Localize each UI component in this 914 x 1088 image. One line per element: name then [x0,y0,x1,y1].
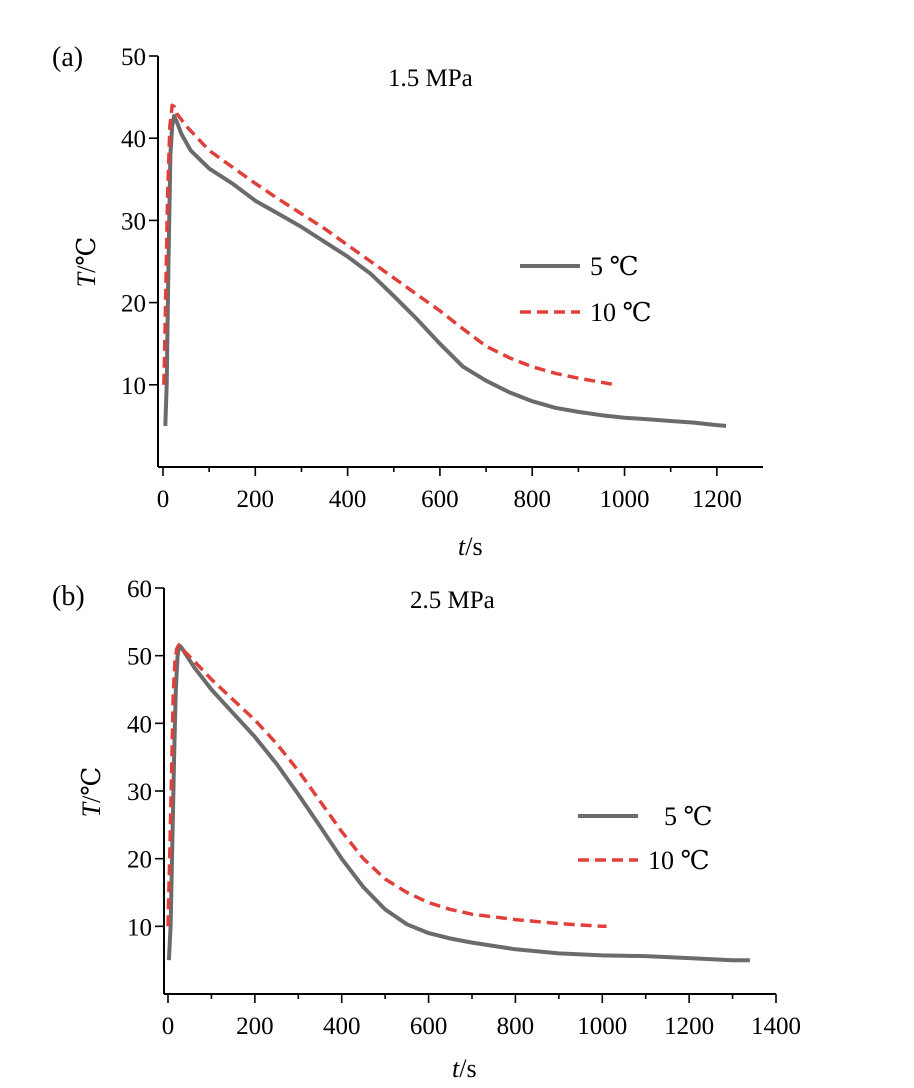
y-var-b: T [77,801,106,817]
x-tick-label-b-1: 200 [236,1013,274,1040]
x-tick-label-a-5: 1000 [600,486,650,513]
x-tick-label-a-1: 200 [237,486,275,513]
y-ticks-a: 10 20 30 40 50 [121,44,158,400]
chart-title-b: 2.5 MPa [410,587,495,614]
series-group-b [166,643,750,963]
y-axis-label-b: T/℃ [77,767,106,818]
x-axis-label-b: t/s [452,1054,477,1083]
y-tick-label-a-2: 30 [121,208,146,235]
x-var-a: t [458,532,466,561]
x-ticks-a: 0 200 400 600 800 1000 1200 [157,467,742,513]
x-unit-a: /s [465,532,482,561]
x-tick-label-b-4: 800 [497,1013,535,1040]
series-line-b-0 [166,643,750,963]
x-var-b: t [452,1054,460,1083]
y-tick-label-b-0: 10 [127,914,152,941]
x-ticks-b: 0 200 400 600 800 1000 1200 1400 [162,994,801,1040]
x-tick-label-b-5: 1000 [577,1013,627,1040]
x-unit-b: /s [459,1054,476,1083]
legend-label-b-0: 5 ℃ [664,802,713,831]
x-tick-label-b-0: 0 [162,1013,175,1040]
y-axis-label-a: T/℃ [72,237,101,288]
x-tick-label-b-6: 1200 [664,1013,714,1040]
y-tick-label-b-1: 20 [127,847,152,874]
y-tick-label-a-4: 50 [121,44,146,71]
x-tick-label-a-2: 400 [329,486,367,513]
series-group-a [162,103,727,428]
legend-a: 5 ℃ 10 ℃ [520,252,652,327]
panel-label-a: (a) [52,42,83,73]
y-tick-label-a-1: 20 [121,291,146,318]
y-tick-label-a-0: 10 [121,373,146,400]
panel-b: (b) 2.5 MPa 0 200 400 600 800 1000 1200 1400 10… [52,576,801,1083]
x-axis-label-a: t/s [458,532,483,561]
y-tick-label-b-3: 40 [127,711,152,738]
x-tick-label-b-3: 600 [410,1013,448,1040]
series-line-b-1 [166,643,607,929]
x-tick-label-b-2: 400 [323,1013,361,1040]
x-tick-label-a-3: 600 [421,486,459,513]
y-tick-label-b-5: 60 [127,576,152,603]
series-line-a-1 [162,103,616,387]
legend-label-b-1: 10 ℃ [648,846,710,875]
y-unit-b: /℃ [77,767,106,803]
y-tick-label-a-3: 40 [121,126,146,153]
y-unit-a: /℃ [72,237,101,273]
y-tick-label-b-4: 50 [127,644,152,671]
x-tick-label-a-6: 1200 [692,486,742,513]
panel-a: (a) 1.5 MPa 0 200 400 600 800 1000 1200 10 20 30… [52,42,763,561]
legend-b: 5 ℃ 10 ℃ [578,802,713,875]
x-tick-label-a-0: 0 [157,486,170,513]
legend-label-a-1: 10 ℃ [590,298,652,327]
x-tick-label-b-7: 1400 [751,1013,801,1040]
y-var-a: T [72,271,101,287]
y-tick-label-b-2: 30 [127,779,152,806]
legend-label-a-0: 5 ℃ [590,252,639,281]
y-ticks-b: 10 20 30 40 50 60 [127,576,164,941]
panel-label-b: (b) [52,581,85,612]
chart-title-a: 1.5 MPa [388,65,473,92]
series-line-a-0 [163,114,727,428]
x-tick-label-a-4: 800 [513,486,551,513]
